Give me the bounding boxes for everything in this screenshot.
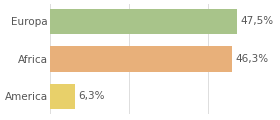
Bar <box>50 46 232 72</box>
Bar <box>50 9 237 34</box>
Text: 47,5%: 47,5% <box>240 16 273 26</box>
Bar <box>50 84 75 109</box>
Text: 46,3%: 46,3% <box>235 54 269 64</box>
Text: 6,3%: 6,3% <box>78 91 105 101</box>
